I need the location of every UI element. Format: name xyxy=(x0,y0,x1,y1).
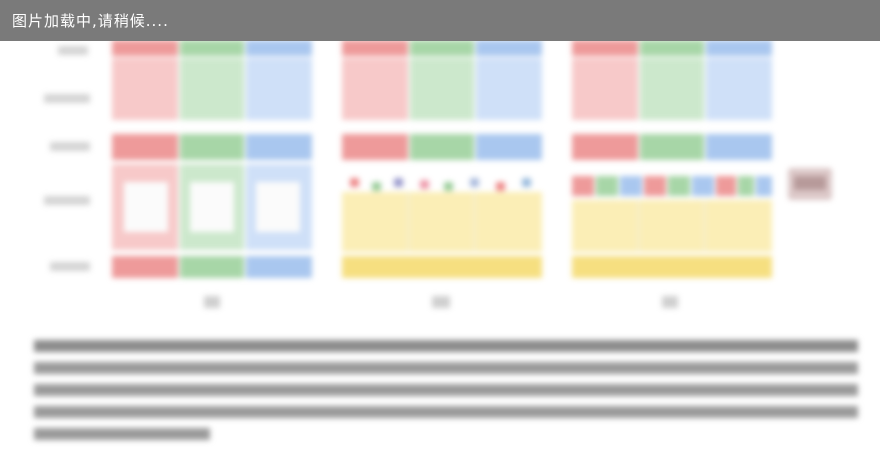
loading-bar: 图片加载中,请稍候.... xyxy=(0,0,880,41)
row-label-3 xyxy=(50,142,90,151)
subfigure-label-a xyxy=(204,296,220,308)
side-thumbnail xyxy=(788,168,832,200)
row-label-1 xyxy=(58,46,88,55)
row-label-2 xyxy=(44,94,90,103)
subfigure-label-b xyxy=(432,296,450,308)
subfigure-label-c xyxy=(662,296,678,308)
row-label-5 xyxy=(50,262,90,271)
row-label-4 xyxy=(44,196,90,205)
loading-text: 图片加载中,请稍候.... xyxy=(12,12,169,30)
